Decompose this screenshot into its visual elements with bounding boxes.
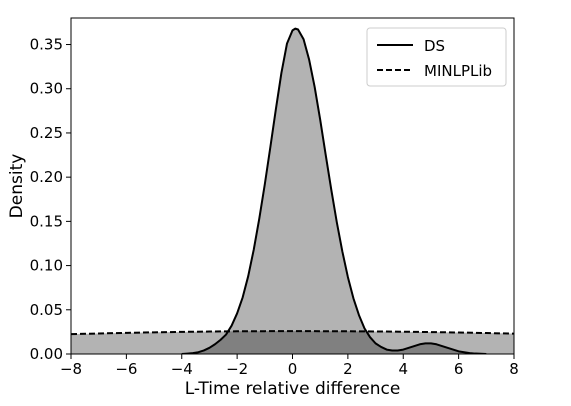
x-tick-label: −6 bbox=[115, 360, 137, 378]
y-tick-label: 0.25 bbox=[30, 124, 63, 142]
line-layer bbox=[71, 27, 514, 354]
series-line-minlplib bbox=[71, 330, 514, 336]
x-tick-label: 8 bbox=[509, 360, 519, 378]
y-tick-label: 0.15 bbox=[30, 212, 63, 230]
x-tick-label: −2 bbox=[226, 360, 248, 378]
x-axis: −8 −6 −4 −2 0 2 4 6 8 bbox=[60, 354, 519, 378]
legend: DS MINLPLib bbox=[366, 27, 507, 87]
series-line-ds bbox=[181, 27, 487, 354]
y-axis: 0.00 0.05 0.10 0.15 0.20 0.25 0.30 0.35 bbox=[30, 36, 71, 363]
y-tick-label: 0.00 bbox=[30, 345, 63, 363]
x-tick-label: −8 bbox=[60, 360, 82, 378]
y-axis-label: Density bbox=[7, 154, 27, 219]
y-tick-label: 0.35 bbox=[30, 36, 63, 54]
legend-label-minlplib: MINLPLib bbox=[424, 62, 492, 80]
series-area-ds bbox=[181, 28, 487, 354]
legend-frame bbox=[366, 27, 507, 87]
x-tick-label: 0 bbox=[288, 360, 298, 378]
x-axis-label: L-Time relative difference bbox=[185, 379, 401, 399]
x-tick-label: 2 bbox=[343, 360, 353, 378]
x-tick-label: 4 bbox=[398, 360, 408, 378]
y-tick-label: 0.20 bbox=[30, 168, 63, 186]
x-tick-label: −4 bbox=[171, 360, 193, 378]
overlap-area bbox=[71, 331, 514, 354]
y-tick-label: 0.10 bbox=[30, 257, 63, 275]
y-tick-label: 0.05 bbox=[30, 301, 63, 319]
legend-label-ds: DS bbox=[424, 37, 445, 55]
y-tick-label: 0.30 bbox=[30, 80, 63, 98]
x-tick-label: 6 bbox=[454, 360, 464, 378]
fill-layer bbox=[71, 28, 514, 354]
